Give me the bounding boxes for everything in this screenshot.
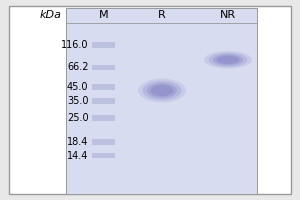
Text: 18.4: 18.4 [67, 137, 88, 147]
FancyBboxPatch shape [92, 139, 115, 145]
Text: 25.0: 25.0 [67, 113, 88, 123]
Text: M: M [99, 10, 108, 20]
FancyBboxPatch shape [92, 153, 115, 158]
Text: 45.0: 45.0 [67, 82, 88, 92]
Ellipse shape [208, 53, 247, 67]
Text: 116.0: 116.0 [61, 40, 88, 50]
FancyBboxPatch shape [9, 6, 291, 194]
FancyBboxPatch shape [66, 8, 256, 194]
FancyBboxPatch shape [92, 42, 115, 48]
Text: 66.2: 66.2 [67, 62, 88, 72]
Ellipse shape [151, 85, 173, 96]
Text: 14.4: 14.4 [67, 151, 88, 161]
Text: NR: NR [220, 10, 236, 20]
FancyBboxPatch shape [92, 84, 115, 90]
Text: kDa: kDa [40, 10, 62, 20]
Ellipse shape [217, 56, 239, 64]
Ellipse shape [147, 83, 177, 98]
Ellipse shape [138, 79, 186, 103]
FancyBboxPatch shape [92, 65, 115, 70]
FancyBboxPatch shape [92, 115, 115, 121]
Ellipse shape [204, 51, 252, 69]
FancyBboxPatch shape [92, 98, 115, 104]
Ellipse shape [213, 54, 243, 65]
Text: R: R [158, 10, 166, 20]
Ellipse shape [142, 81, 182, 100]
Text: 35.0: 35.0 [67, 96, 88, 106]
